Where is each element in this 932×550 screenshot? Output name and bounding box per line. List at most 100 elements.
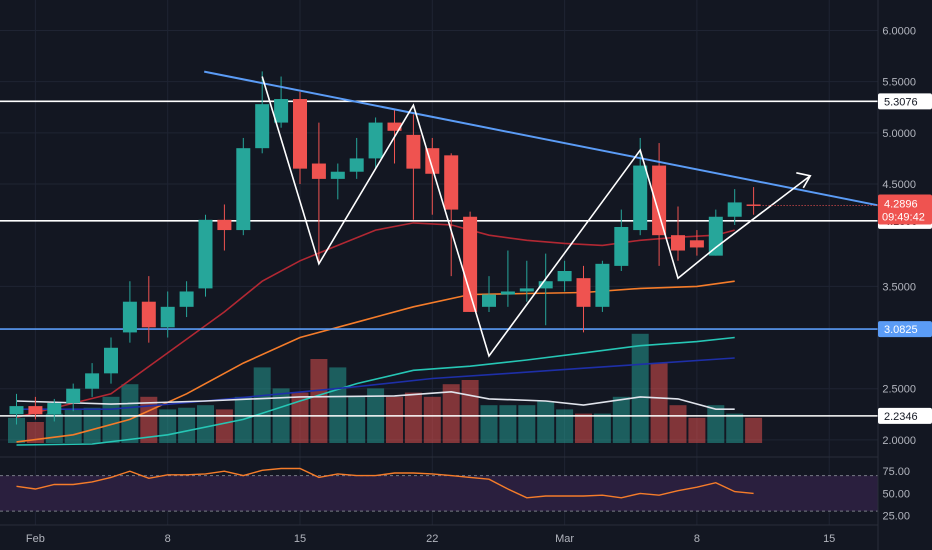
candle-body [104, 347, 118, 374]
volume-bar [329, 367, 347, 443]
volume-bar [745, 417, 763, 443]
candle-body [198, 219, 213, 289]
candle-body [66, 388, 81, 404]
volume-layer [8, 333, 763, 443]
candle-body [141, 301, 156, 328]
candle-body [311, 163, 326, 179]
volume-ma-line [16, 390, 735, 410]
volume-bar [310, 359, 328, 443]
candle-body [614, 226, 629, 266]
volume-bar [593, 413, 611, 443]
zigzag-pattern [261, 76, 811, 358]
price-tick-label: 3.5000 [882, 281, 916, 293]
ema-200-line [16, 357, 735, 410]
volume-bar [83, 407, 101, 443]
rsi-tick-label: 75.00 [882, 466, 910, 478]
time-tick-label: 15 [823, 533, 835, 545]
rsi-tick-label: 25.00 [882, 511, 910, 523]
volume-bar [688, 417, 706, 443]
horizontal-lines-layer [0, 100, 878, 417]
candle-body [557, 271, 572, 282]
candle-body [595, 263, 610, 307]
rsi-band [0, 475, 878, 512]
descending-trendline [204, 70, 879, 207]
time-tick-label: 8 [694, 533, 700, 545]
candle-body [519, 288, 534, 292]
price-tick-label: 5.5000 [882, 77, 916, 89]
candle-body [387, 122, 402, 131]
rsi-line [16, 467, 754, 499]
candle-body [160, 306, 175, 328]
candle-body [708, 216, 723, 256]
candle-countdown: 09:49:42 [882, 212, 925, 224]
candle-body [28, 406, 43, 415]
volume-bar [121, 384, 139, 443]
time-tick-label: 22 [426, 533, 438, 545]
candle-body [652, 165, 667, 236]
volume-bar [45, 413, 63, 443]
volume-bar [253, 367, 271, 443]
blue-support-line-tag-text: 3.0825 [884, 324, 918, 336]
volume-bar [480, 405, 498, 443]
ema-100-line [16, 336, 735, 446]
volume-bar [537, 401, 555, 443]
price-tick-label: 2.0000 [882, 435, 916, 447]
candle-body [349, 158, 364, 172]
candle-body [217, 219, 232, 231]
volume-bar [650, 363, 668, 443]
volume-bar [612, 396, 630, 443]
volume-bar [726, 413, 744, 443]
volume-bar [197, 405, 214, 443]
volume-bar [499, 405, 517, 443]
volume-bar [8, 417, 25, 443]
volume-bar [348, 396, 366, 443]
candle-body [47, 403, 62, 415]
volume-bar [64, 409, 82, 443]
time-tick-label: Feb [26, 533, 45, 545]
candle-body [330, 171, 345, 179]
candle-body [671, 235, 685, 251]
candle-body [368, 122, 383, 159]
volume-bar [291, 392, 309, 443]
candle-body [463, 216, 478, 312]
time-tick-label: 8 [165, 533, 171, 545]
arrow-head [796, 172, 812, 189]
price-tick-label: 6.0000 [882, 25, 916, 37]
drawings-layer [204, 70, 879, 358]
bottom-line-tag-text: 2.2346 [884, 411, 918, 423]
price-tick-label: 2.5000 [882, 384, 916, 396]
volume-bar [707, 405, 725, 443]
candle-body [689, 240, 704, 248]
resistance-line-tag-text: 5.3076 [884, 96, 918, 108]
volume-bar [556, 409, 574, 443]
candle-body [255, 104, 270, 149]
volume-bar [423, 396, 441, 443]
time-tick-label: Mar [555, 533, 574, 545]
last-price-value: 4.2896 [884, 199, 918, 211]
candle-body [633, 165, 648, 231]
volume-bar [159, 409, 177, 443]
candle-body [500, 291, 515, 295]
volume-bar [575, 413, 592, 443]
candle-body [9, 406, 24, 415]
volume-bar [26, 422, 44, 443]
volume-bar [178, 407, 196, 443]
ema-20-line [16, 222, 735, 419]
blue-support-line-tag [878, 321, 932, 338]
candle-body [482, 294, 496, 307]
resistance-line-tag [878, 93, 932, 110]
candle-body [444, 155, 459, 210]
volume-bar [386, 396, 403, 443]
price-tick-label: 4.5000 [882, 179, 916, 191]
candle-body [538, 281, 553, 289]
volume-bar [631, 333, 649, 443]
candles-layer [9, 71, 761, 425]
volume-bar [518, 405, 536, 443]
rsi-tick-label: 50.00 [882, 488, 910, 500]
volume-bar [404, 392, 422, 443]
rsi-pane [0, 456, 878, 512]
candle-body [85, 373, 100, 389]
